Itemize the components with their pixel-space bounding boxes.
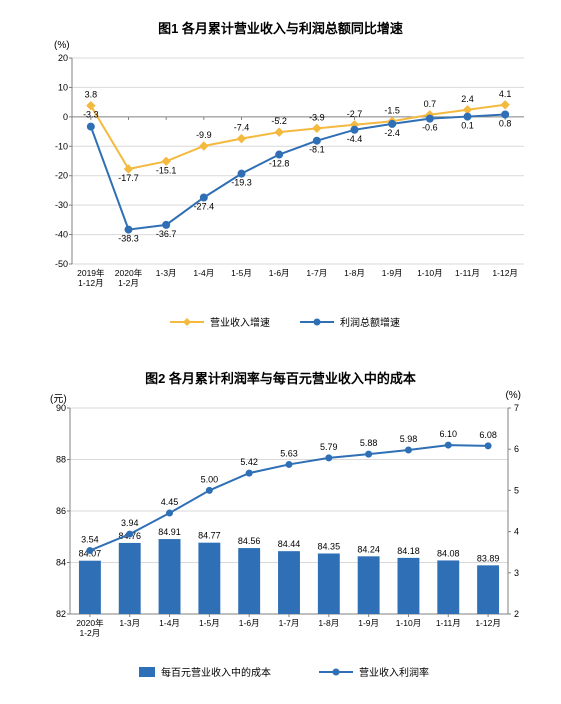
svg-text:1-10月: 1-10月 (396, 618, 422, 628)
svg-text:-0.6: -0.6 (422, 123, 438, 133)
svg-text:1-7月: 1-7月 (279, 618, 300, 628)
svg-text:1-12月: 1-12月 (475, 618, 501, 628)
svg-text:82: 82 (56, 609, 66, 619)
svg-text:1-11月: 1-11月 (436, 618, 461, 628)
svg-text:2: 2 (514, 609, 519, 619)
svg-text:86: 86 (56, 506, 66, 516)
svg-text:5.00: 5.00 (201, 474, 219, 484)
svg-text:90: 90 (56, 403, 66, 413)
svg-text:-19.3: -19.3 (231, 178, 252, 188)
svg-text:营业收入增速: 营业收入增速 (210, 316, 270, 329)
svg-text:3.8: 3.8 (85, 90, 98, 100)
svg-text:-7.4: -7.4 (234, 123, 250, 133)
svg-text:-4.4: -4.4 (347, 134, 363, 144)
svg-text:0.1: 0.1 (461, 121, 474, 131)
svg-text:84.91: 84.91 (158, 527, 181, 537)
svg-text:-9.9: -9.9 (196, 130, 212, 140)
svg-text:-2.4: -2.4 (384, 128, 400, 138)
svg-text:0.7: 0.7 (424, 99, 437, 109)
svg-text:1-8月: 1-8月 (318, 618, 339, 628)
svg-text:利润总额增速: 利润总额增速 (340, 316, 400, 329)
svg-text:-12.8: -12.8 (269, 159, 290, 169)
svg-text:1-8月: 1-8月 (344, 268, 365, 278)
svg-text:1-9月: 1-9月 (358, 618, 379, 628)
svg-text:-1.5: -1.5 (384, 105, 400, 115)
svg-text:20: 20 (58, 53, 68, 63)
svg-text:5.98: 5.98 (400, 434, 418, 444)
svg-text:0: 0 (63, 112, 68, 122)
svg-text:-10: -10 (55, 141, 68, 151)
svg-text:6.10: 6.10 (440, 429, 458, 439)
svg-text:-36.7: -36.7 (156, 229, 177, 239)
page: 图1 各月累计营业收入与利润总额同比增速 (%) -50-40-30-20-10… (0, 0, 561, 704)
svg-text:4: 4 (514, 527, 519, 537)
svg-text:-20: -20 (55, 171, 68, 181)
svg-text:5.88: 5.88 (360, 438, 378, 448)
svg-text:-38.3: -38.3 (118, 234, 139, 244)
svg-text:-30: -30 (55, 200, 68, 210)
svg-text:1-5月: 1-5月 (199, 618, 220, 628)
svg-text:-17.7: -17.7 (118, 173, 139, 183)
svg-text:5: 5 (514, 485, 519, 495)
svg-text:1-12月: 1-12月 (492, 268, 518, 278)
svg-text:84.18: 84.18 (397, 546, 420, 556)
svg-text:1-9月: 1-9月 (382, 268, 403, 278)
svg-text:5.63: 5.63 (280, 448, 298, 458)
svg-text:3.54: 3.54 (81, 535, 99, 545)
svg-text:-2.7: -2.7 (347, 109, 363, 119)
svg-text:2020年: 2020年 (115, 268, 143, 278)
svg-text:1-6月: 1-6月 (239, 618, 260, 628)
chart2: 828486889023456784.0784.7684.9184.7784.5… (44, 400, 534, 690)
svg-text:2020年: 2020年 (76, 618, 104, 628)
svg-text:1-12月: 1-12月 (78, 278, 104, 288)
svg-text:-5.2: -5.2 (271, 116, 287, 126)
svg-text:1-7月: 1-7月 (306, 268, 327, 278)
svg-text:6.08: 6.08 (479, 430, 497, 440)
svg-text:-3.9: -3.9 (309, 112, 325, 122)
svg-text:1-2月: 1-2月 (80, 628, 101, 638)
svg-text:7: 7 (514, 403, 519, 413)
svg-text:2.4: 2.4 (461, 94, 474, 104)
svg-text:10: 10 (58, 82, 68, 92)
svg-text:83.89: 83.89 (477, 553, 500, 563)
svg-text:84.77: 84.77 (198, 531, 221, 541)
svg-text:3.94: 3.94 (121, 518, 139, 528)
svg-text:84.24: 84.24 (357, 544, 380, 554)
svg-text:84: 84 (56, 558, 66, 568)
svg-text:84.35: 84.35 (318, 541, 341, 551)
chart1: -50-40-30-20-10010202019年1-12月2020年1-2月1… (50, 50, 530, 340)
svg-text:-40: -40 (55, 230, 68, 240)
svg-text:84.56: 84.56 (238, 536, 261, 546)
svg-text:1-10月: 1-10月 (417, 268, 443, 278)
svg-text:-3.3: -3.3 (83, 110, 99, 120)
svg-text:每百元营业收入中的成本: 每百元营业收入中的成本 (161, 666, 271, 679)
svg-text:84.44: 84.44 (278, 539, 301, 549)
svg-text:1-6月: 1-6月 (269, 268, 290, 278)
svg-text:84.08: 84.08 (437, 548, 460, 558)
svg-text:营业收入利润率: 营业收入利润率 (359, 666, 429, 679)
svg-text:-8.1: -8.1 (309, 145, 325, 155)
svg-text:4.1: 4.1 (499, 89, 512, 99)
svg-text:3: 3 (514, 568, 519, 578)
svg-text:-50: -50 (55, 259, 68, 269)
svg-text:2019年: 2019年 (77, 268, 105, 278)
svg-text:5.42: 5.42 (240, 457, 258, 467)
svg-text:1-2月: 1-2月 (118, 278, 139, 288)
chart1-title: 图1 各月累计营业收入与利润总额同比增速 (0, 18, 561, 37)
svg-text:1-5月: 1-5月 (231, 268, 252, 278)
chart2-title: 图2 各月累计利润率与每百元营业收入中的成本 (0, 368, 561, 387)
svg-text:5.79: 5.79 (320, 442, 338, 452)
svg-text:1-3月: 1-3月 (156, 268, 177, 278)
svg-text:1-4月: 1-4月 (193, 268, 214, 278)
svg-text:88: 88 (56, 455, 66, 465)
svg-text:1-3月: 1-3月 (119, 618, 140, 628)
svg-text:-15.1: -15.1 (156, 165, 177, 175)
svg-text:1-11月: 1-11月 (455, 268, 480, 278)
svg-text:4.45: 4.45 (161, 497, 179, 507)
svg-text:6: 6 (514, 444, 519, 454)
svg-text:1-4月: 1-4月 (159, 618, 180, 628)
svg-text:0.8: 0.8 (499, 119, 512, 129)
svg-text:-27.4: -27.4 (194, 201, 215, 211)
